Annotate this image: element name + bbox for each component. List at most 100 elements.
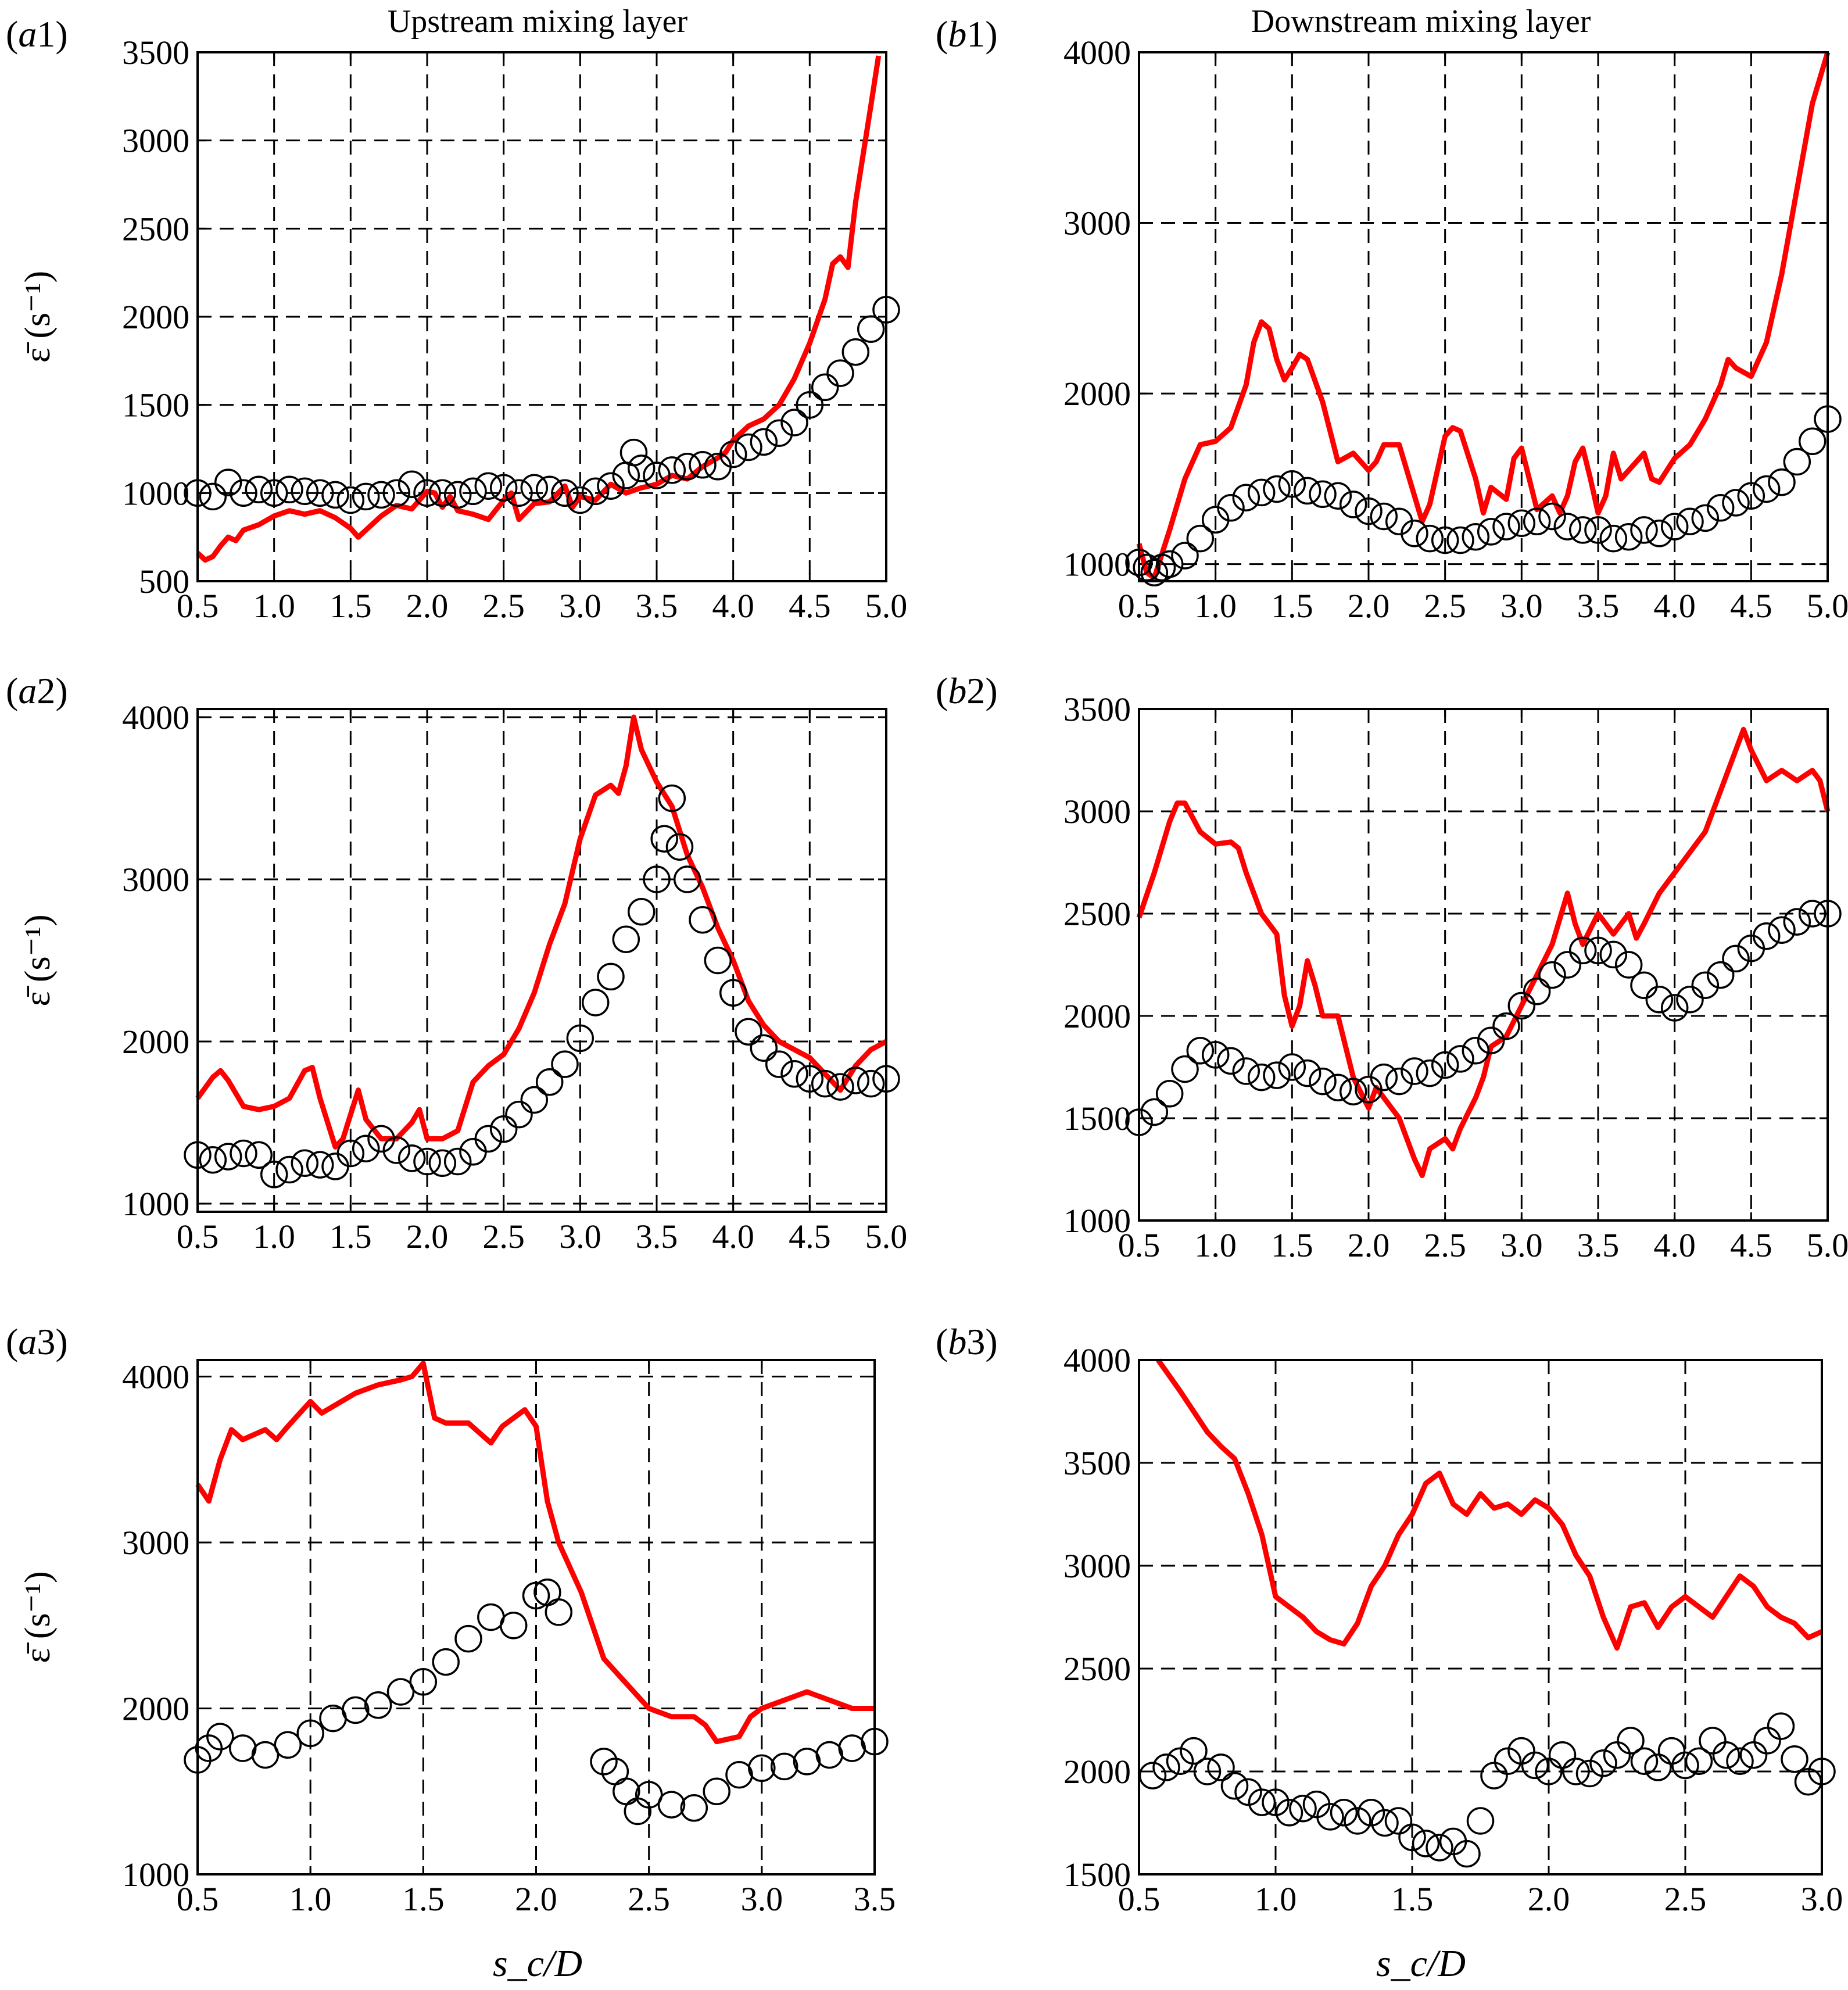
data-point xyxy=(1477,1026,1505,1054)
data-point xyxy=(1584,936,1612,965)
data-point xyxy=(1155,550,1184,578)
data-point xyxy=(1398,1823,1426,1852)
y-tick-label: 1000 xyxy=(1063,546,1131,584)
col-title-downstream: Downstream mixing layer xyxy=(1251,3,1591,40)
data-point xyxy=(658,456,686,484)
data-point xyxy=(1401,1057,1428,1085)
col-title-upstream: Upstream mixing layer xyxy=(388,3,688,40)
y-tick-label: 2000 xyxy=(122,1023,189,1061)
data-point xyxy=(1324,482,1352,510)
y-tick-label: 2000 xyxy=(122,1690,189,1728)
data-point xyxy=(522,1581,550,1610)
y-axis-label-a2: ε̄ (s⁻¹) xyxy=(18,914,58,1006)
data-point xyxy=(428,479,457,507)
data-point xyxy=(382,479,411,507)
data-point xyxy=(336,1139,365,1168)
data-point xyxy=(459,1138,487,1166)
data-point xyxy=(1155,1080,1184,1108)
data-point xyxy=(1278,1053,1306,1081)
series-line-a2 xyxy=(195,714,888,1150)
x-tick-label: 2.0 xyxy=(1528,1880,1570,1918)
data-point xyxy=(443,481,472,509)
data-point xyxy=(1645,986,1674,1014)
data-point xyxy=(397,1144,426,1172)
panel-label-a2: (a2) xyxy=(6,670,68,711)
data-point xyxy=(680,1794,708,1822)
data-point xyxy=(1617,1727,1645,1755)
data-point xyxy=(765,419,793,447)
data-point xyxy=(1355,497,1383,525)
data-point xyxy=(627,454,656,482)
data-point xyxy=(306,479,334,507)
data-point xyxy=(1768,916,1796,944)
data-point xyxy=(1309,480,1337,509)
data-point xyxy=(765,1050,793,1078)
data-point xyxy=(214,468,242,496)
data-point xyxy=(1553,513,1582,541)
x-tick-label: 1.5 xyxy=(402,1880,445,1918)
data-point xyxy=(1466,1807,1495,1835)
data-point xyxy=(1431,1051,1459,1079)
data-point xyxy=(1263,1061,1291,1089)
data-point xyxy=(857,1069,885,1098)
data-point xyxy=(1278,470,1306,498)
data-point xyxy=(1494,1747,1522,1776)
data-point xyxy=(1752,475,1781,503)
panel-label-a1: (a1) xyxy=(6,13,68,55)
data-point xyxy=(1798,427,1826,456)
x-tick-label: 4.0 xyxy=(712,587,754,625)
data-point xyxy=(1630,516,1658,544)
data-point xyxy=(1767,1712,1795,1740)
data-point xyxy=(206,1723,234,1751)
data-point xyxy=(566,486,594,514)
data-point xyxy=(735,1018,762,1046)
x-tick-label: 2.5 xyxy=(1664,1880,1707,1918)
data-point xyxy=(597,472,625,500)
data-point xyxy=(857,315,885,343)
data-point xyxy=(1140,559,1169,587)
data-point xyxy=(1798,900,1826,928)
data-point xyxy=(841,1066,870,1094)
data-point xyxy=(1462,522,1490,551)
x-tick-label: 3.0 xyxy=(1500,1226,1543,1264)
data-point xyxy=(1247,478,1276,507)
data-point xyxy=(342,1696,370,1724)
data-point xyxy=(1685,1747,1713,1776)
data-point xyxy=(841,338,870,366)
y-tick-label: 2000 xyxy=(1063,997,1131,1035)
data-point xyxy=(1401,520,1428,547)
data-point xyxy=(635,1781,663,1809)
data-point xyxy=(275,1155,303,1184)
data-point xyxy=(1330,1799,1358,1827)
panel-label-letter: b xyxy=(948,13,966,55)
data-point xyxy=(1548,1741,1577,1769)
data-point xyxy=(811,1069,839,1098)
data-point xyxy=(1232,484,1260,511)
x-tick-label: 0.5 xyxy=(177,1880,219,1918)
data-point xyxy=(1207,1753,1235,1781)
data-point xyxy=(735,433,762,461)
y-tick-label: 4000 xyxy=(122,1358,189,1396)
x-axis-label-right: s_c/D xyxy=(1376,1942,1466,1985)
data-point xyxy=(352,1134,380,1162)
data-point xyxy=(1614,522,1643,551)
data-point xyxy=(1507,992,1536,1020)
x-tick-label: 3.5 xyxy=(636,1218,678,1255)
data-point xyxy=(551,1050,579,1078)
data-point xyxy=(1339,1078,1367,1105)
y-axis-label-a1-text: ε̄ (s⁻¹) xyxy=(18,271,58,363)
data-point xyxy=(650,825,678,853)
data-point xyxy=(1753,1727,1781,1755)
data-point xyxy=(703,1777,730,1806)
data-point xyxy=(1416,524,1444,553)
data-point xyxy=(796,391,824,419)
data-point xyxy=(1248,1788,1276,1816)
x-tick-label: 5.0 xyxy=(865,587,908,625)
data-point xyxy=(612,925,640,953)
data-point xyxy=(1722,489,1750,517)
x-tick-label: 3.5 xyxy=(1577,1226,1620,1264)
data-point xyxy=(689,451,717,479)
data-point xyxy=(251,1741,280,1769)
data-point xyxy=(1220,1772,1249,1800)
